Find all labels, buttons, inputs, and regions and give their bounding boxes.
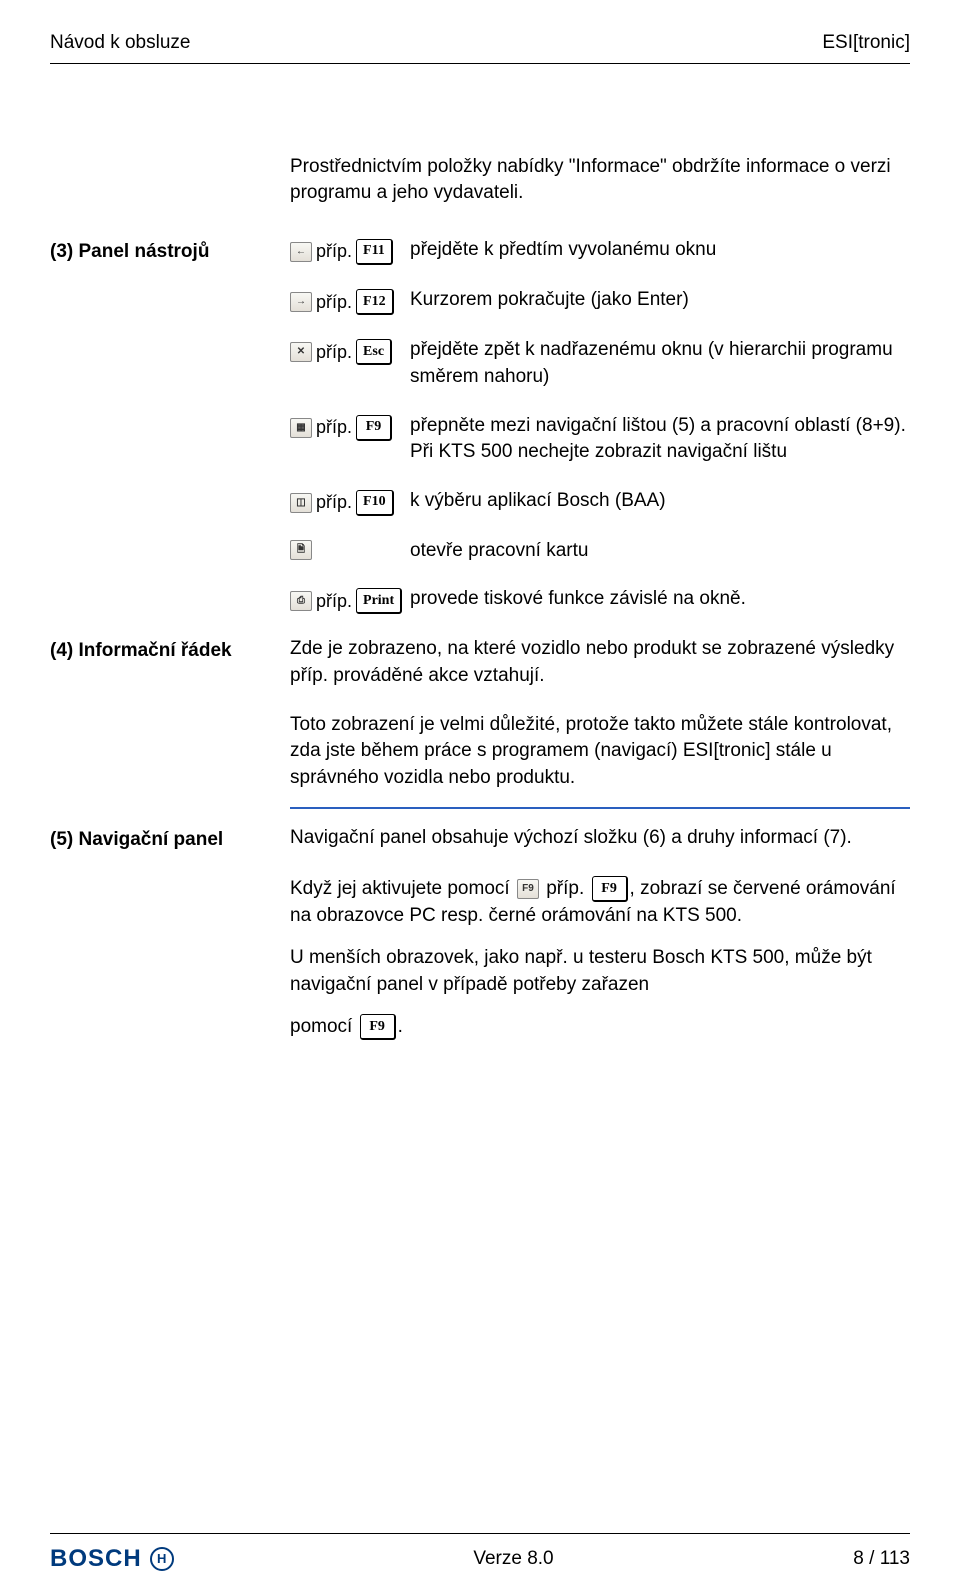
toolbar-icon-4: ◫ příp. F10 <box>290 488 410 516</box>
toolbar-icon-5: 🗎 <box>290 538 410 560</box>
toolbar-sep-3: příp. <box>316 415 352 440</box>
footer-version: Verze 8.0 <box>473 1546 553 1573</box>
toolbar-desc-0: přejděte k předtím vyvolanému oknu <box>410 237 910 264</box>
header-left: Návod k obsluze <box>50 30 190 57</box>
toolbar-desc-4: k výběru aplikací Bosch (BAA) <box>410 488 910 515</box>
header-right: ESI[tronic] <box>822 30 910 57</box>
toolbar-small-icon-0: ← <box>290 242 312 262</box>
toolbar-glyph-icon-5: 🗎 <box>290 540 312 560</box>
toolbar-desc-6: provede tiskové funkce závislé na okně. <box>410 586 910 613</box>
bosch-logo: BOSCH <box>50 1542 174 1576</box>
toolbar-desc-5: otevře pracovní kartu <box>410 538 910 565</box>
nav-panel-label: (5) Navigační panel <box>50 825 290 854</box>
toolbar-keycap-0: F11 <box>356 239 393 265</box>
nav-panel-p1: Navigační panel obsahuje výchozí složku … <box>290 825 910 852</box>
toolbar-desc-1: Kurzorem pokračujte (jako Enter) <box>410 287 910 314</box>
toolbar-icon-0: ← příp. F11 <box>290 237 410 265</box>
nav-panel-p4: pomocí F9 . <box>290 1014 910 1041</box>
intro-text: Prostřednictvím položky nabídky "Informa… <box>290 154 910 207</box>
toolbar-small-icon-3: ▦ <box>290 418 312 438</box>
toolbar-icon-2: ✕ příp. Esc <box>290 337 410 365</box>
toolbar-keycap-2: Esc <box>356 339 392 365</box>
f9-small-icon: F9 <box>517 879 539 899</box>
toolbar-sep-4: příp. <box>316 490 352 515</box>
nav-panel-p2: Když jej aktivujete pomocí F9 příp. F9 ,… <box>290 876 910 929</box>
info-row-p1: Zde je zobrazeno, na které vozidlo nebo … <box>290 636 910 689</box>
bosch-brand-text: BOSCH <box>50 1542 142 1576</box>
toolbar-sep-1: příp. <box>316 290 352 315</box>
toolbar-icon-6: ⎙ příp. Print <box>290 586 410 614</box>
toolbar-small-icon-2: ✕ <box>290 342 312 362</box>
info-row-label: (4) Informační řádek <box>50 636 290 665</box>
toolbar-keycap-1: F12 <box>356 289 394 315</box>
toolbar-desc-2: přejděte zpět k nadřazenému oknu (v hier… <box>410 337 910 390</box>
toolbar-icon-3: ▦ příp. F9 <box>290 413 410 441</box>
toolbar-sep-6: příp. <box>316 589 352 614</box>
f9-keycap-2: F9 <box>360 1014 396 1040</box>
toolbar-sep-0: příp. <box>316 239 352 264</box>
toolbar-small-icon-4: ◫ <box>290 493 312 513</box>
footer-page: 8 / 113 <box>853 1546 910 1573</box>
toolbar-desc-3: přepněte mezi navigační lištou (5) a pra… <box>410 413 910 466</box>
f9-keycap: F9 <box>592 876 628 902</box>
bosch-gear-icon <box>150 1547 174 1571</box>
header-rule <box>50 63 910 64</box>
toolbar-icon-1: → příp. F12 <box>290 287 410 315</box>
toolbar-keycap-4: F10 <box>356 490 394 516</box>
footer-rule <box>50 1533 910 1534</box>
toolbar-small-icon-1: → <box>290 292 312 312</box>
toolbar-sep-2: příp. <box>316 340 352 365</box>
toolbar-keycap-6: Print <box>356 588 402 614</box>
nav-panel-p3: U menších obrazovek, jako např. u tester… <box>290 945 910 998</box>
info-row-p2: Toto zobrazení je velmi důležité, protož… <box>290 712 910 792</box>
blue-separator-1 <box>290 807 910 809</box>
toolbar-label: (3) Panel nástrojů <box>50 237 290 266</box>
toolbar-small-icon-6: ⎙ <box>290 591 312 611</box>
toolbar-keycap-3: F9 <box>356 415 392 441</box>
